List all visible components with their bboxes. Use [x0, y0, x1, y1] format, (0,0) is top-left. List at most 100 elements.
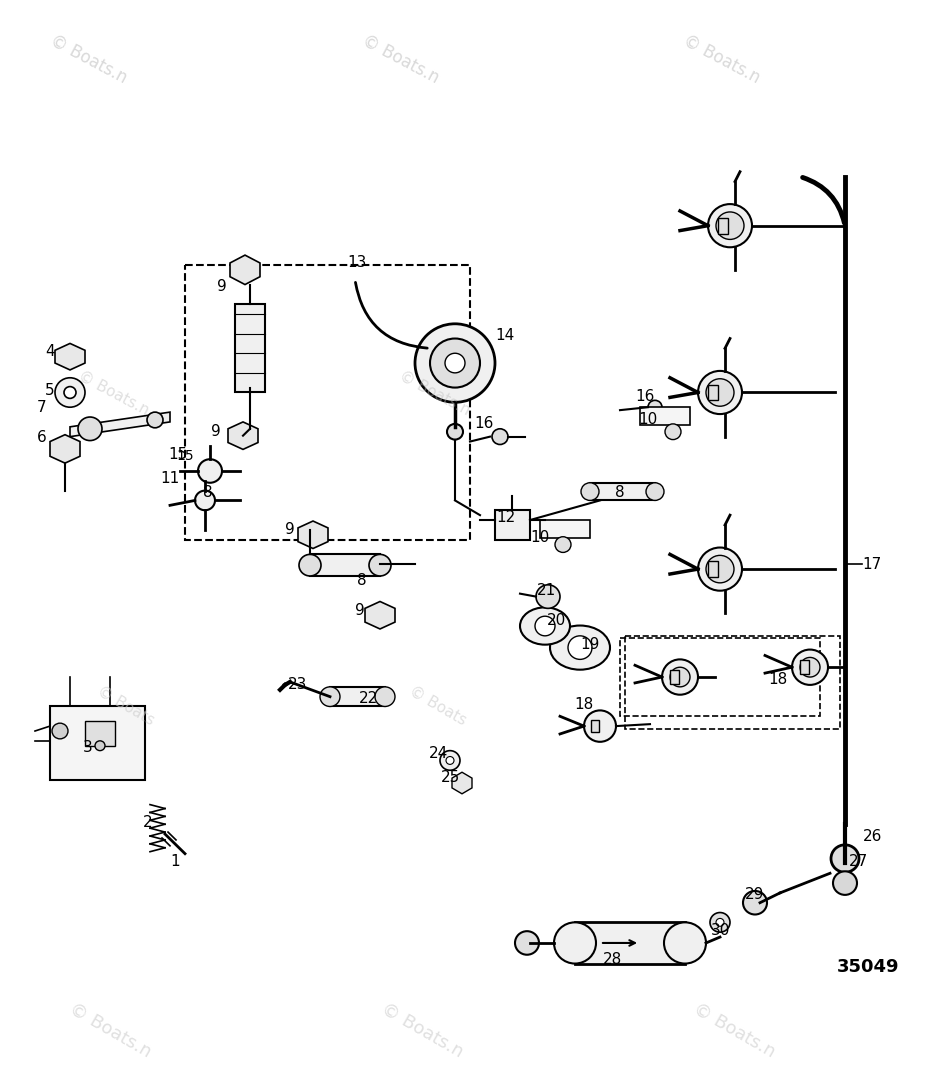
Circle shape	[445, 354, 464, 373]
Text: © Boats.n: © Boats.n	[47, 31, 130, 87]
Circle shape	[535, 585, 560, 608]
Bar	[800, 660, 808, 674]
Text: 30: 30	[710, 923, 729, 938]
Bar	[707, 385, 717, 400]
Circle shape	[665, 423, 681, 440]
Text: 9: 9	[211, 425, 221, 440]
Text: 13: 13	[347, 255, 366, 270]
Circle shape	[698, 548, 741, 591]
Circle shape	[662, 659, 698, 695]
Bar	[539, 520, 589, 538]
Text: 9: 9	[285, 522, 295, 537]
Ellipse shape	[519, 608, 569, 644]
Text: 25: 25	[440, 770, 459, 785]
Ellipse shape	[549, 626, 610, 670]
Bar	[235, 304, 264, 392]
Bar	[495, 510, 530, 539]
Text: 1: 1	[170, 854, 179, 869]
Circle shape	[440, 750, 460, 771]
Text: 17: 17	[862, 556, 881, 571]
Text: 15: 15	[168, 447, 188, 462]
Circle shape	[705, 555, 733, 583]
Circle shape	[581, 482, 598, 501]
Text: 21: 21	[537, 583, 556, 598]
Text: 10: 10	[638, 413, 657, 428]
Text: © Boats.n: © Boats.n	[396, 368, 472, 418]
Text: 9: 9	[217, 279, 227, 294]
Circle shape	[567, 636, 591, 659]
Circle shape	[492, 429, 508, 445]
Circle shape	[705, 378, 733, 406]
Bar	[717, 218, 727, 234]
Text: © Boats.n: © Boats.n	[680, 31, 763, 87]
Text: © Boats.n: © Boats.n	[76, 368, 151, 418]
Circle shape	[52, 724, 68, 739]
Circle shape	[664, 922, 705, 964]
Text: 6: 6	[37, 430, 47, 445]
Circle shape	[514, 932, 538, 955]
Bar	[619, 638, 819, 716]
Bar	[639, 407, 689, 425]
Bar	[329, 687, 384, 706]
Circle shape	[646, 482, 664, 501]
Circle shape	[430, 339, 480, 388]
Text: 8: 8	[203, 485, 212, 500]
Circle shape	[95, 741, 105, 750]
Circle shape	[198, 459, 222, 482]
Bar	[85, 721, 115, 746]
Text: 2: 2	[143, 815, 153, 830]
Circle shape	[534, 616, 554, 636]
Bar	[624, 636, 839, 729]
Circle shape	[707, 204, 751, 248]
Polygon shape	[228, 422, 258, 449]
Polygon shape	[229, 255, 260, 284]
Bar	[50, 706, 144, 780]
Text: 8: 8	[615, 485, 624, 500]
Circle shape	[368, 554, 391, 576]
Circle shape	[554, 537, 570, 552]
Bar	[707, 562, 717, 577]
Circle shape	[583, 711, 615, 742]
Text: © Boats.n: © Boats.n	[689, 999, 777, 1060]
Text: 14: 14	[495, 328, 514, 343]
Text: 12: 12	[496, 509, 515, 524]
Text: 15: 15	[176, 449, 194, 463]
Polygon shape	[50, 434, 80, 463]
Polygon shape	[70, 412, 170, 436]
Polygon shape	[451, 772, 471, 793]
Bar	[669, 670, 679, 684]
Circle shape	[447, 423, 463, 440]
Circle shape	[55, 377, 85, 407]
Text: © Boats.n: © Boats.n	[378, 999, 465, 1060]
Circle shape	[669, 667, 689, 687]
Text: 26: 26	[863, 830, 882, 845]
Polygon shape	[297, 521, 328, 549]
Polygon shape	[364, 601, 395, 629]
Circle shape	[716, 919, 723, 926]
Text: 22: 22	[358, 691, 378, 706]
Text: 20: 20	[547, 612, 566, 627]
Circle shape	[698, 371, 741, 414]
Circle shape	[147, 412, 162, 428]
Text: 24: 24	[428, 746, 447, 761]
Text: 10: 10	[530, 531, 549, 546]
Circle shape	[830, 845, 858, 873]
Bar	[185, 265, 469, 539]
Circle shape	[791, 650, 827, 685]
Circle shape	[375, 687, 395, 706]
Text: 23: 23	[288, 678, 308, 693]
Text: 28: 28	[601, 952, 621, 967]
Text: © Boats.n: © Boats.n	[359, 31, 442, 87]
Circle shape	[194, 491, 215, 510]
Text: © Boats.n: © Boats.n	[66, 999, 154, 1060]
Text: 8: 8	[357, 574, 366, 589]
Text: 18: 18	[574, 697, 593, 712]
Text: 35049: 35049	[835, 957, 899, 976]
Text: 5: 5	[45, 383, 55, 398]
Text: © Boats: © Boats	[94, 684, 157, 728]
Circle shape	[709, 912, 729, 933]
Circle shape	[716, 212, 743, 239]
Circle shape	[414, 324, 495, 402]
Circle shape	[64, 387, 76, 399]
Circle shape	[298, 554, 321, 576]
